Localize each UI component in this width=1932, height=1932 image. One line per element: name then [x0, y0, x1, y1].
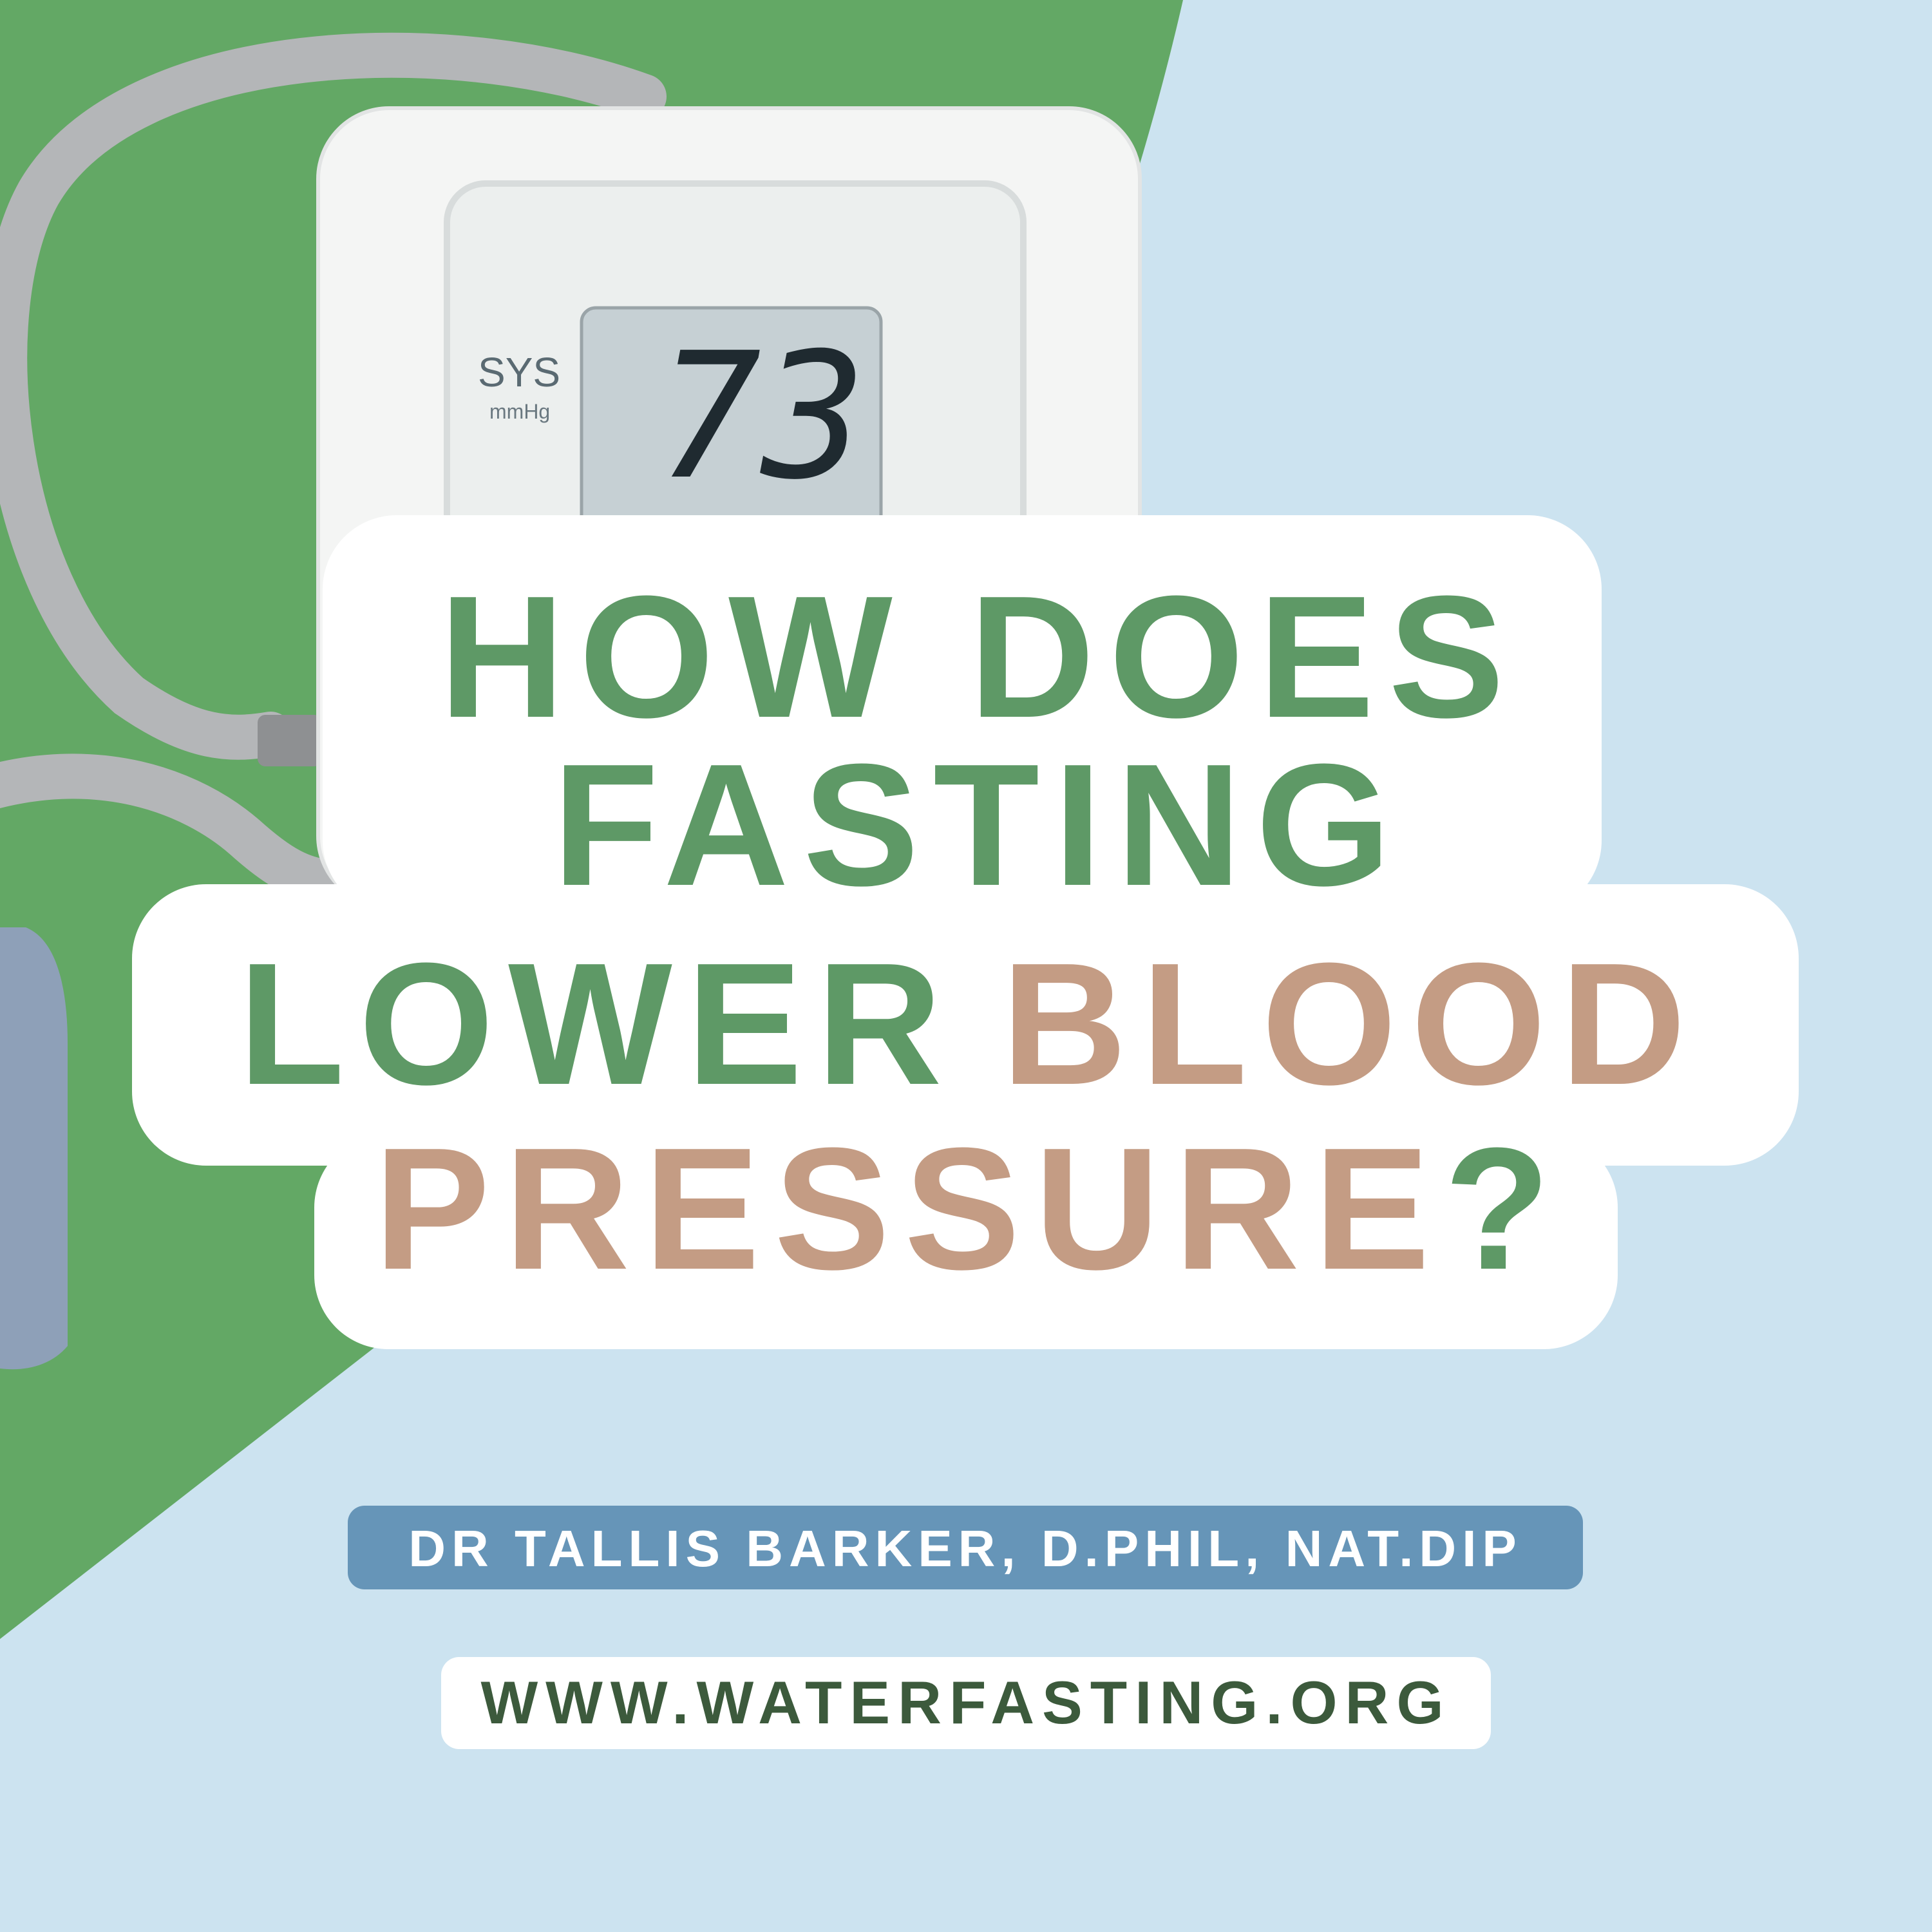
sys-label: SYS — [478, 349, 560, 395]
title-word: LOWER — [238, 927, 956, 1121]
card-middle — [132, 884, 1799, 1166]
title-word: ? — [1444, 1112, 1564, 1306]
website: WWW.WATERFASTING.ORG — [480, 1669, 1451, 1736]
title-line: FASTING — [553, 728, 1405, 922]
unit-label: mmHg — [489, 400, 550, 423]
reading: 73 — [657, 315, 866, 518]
card-bottom — [314, 1133, 1618, 1349]
title-word: FASTING — [553, 728, 1405, 922]
cable — [0, 32, 667, 760]
title-word: PRESSURE — [374, 1112, 1444, 1306]
card-top — [323, 515, 1602, 914]
author: DR TALLIS BARKER, D.PHIL, NAT.DIP — [408, 1520, 1522, 1577]
title-line: PRESSURE? — [374, 1112, 1564, 1306]
title-word: BLOOD — [1001, 927, 1700, 1121]
cuff — [0, 927, 68, 1370]
title-line: LOWER BLOOD — [238, 927, 1700, 1121]
title-card — [132, 515, 1799, 1349]
connector — [258, 715, 322, 766]
title-line: HOW DOES — [439, 560, 1519, 754]
website-pill — [441, 1657, 1491, 1749]
title-word: HOW DOES — [439, 560, 1519, 754]
cable — [0, 753, 336, 905]
author-pill — [348, 1506, 1583, 1589]
